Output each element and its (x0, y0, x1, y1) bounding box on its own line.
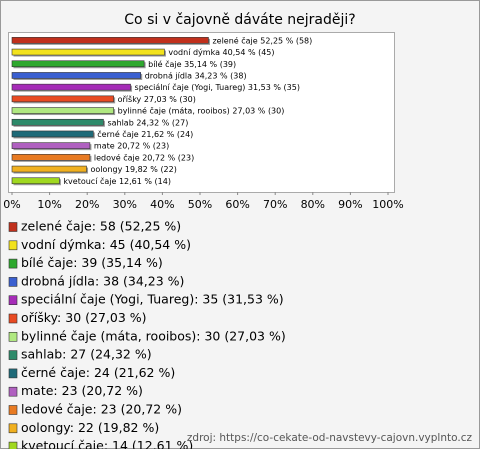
x-tick-label: 80% (301, 198, 325, 211)
value-label: bylinné čaje (máta, rooibos) 27,03 % (30… (118, 106, 285, 116)
legend-swatch (8, 295, 18, 306)
x-tick-label: 40% (150, 198, 174, 211)
x-tick-label: 60% (225, 198, 249, 211)
legend-swatch (8, 350, 18, 360)
bar (11, 60, 145, 68)
chart-title: Co si v čajovně dáváte nejraději? (124, 12, 355, 28)
bar (11, 48, 165, 56)
value-label: oříšky 27,03 % (30) (118, 94, 196, 104)
legend-swatch (8, 423, 18, 434)
value-label: sahlab 24,32 % (27) (107, 118, 188, 127)
x-tick-label: 10% (37, 198, 61, 211)
legend-label: sahlab: 27 (24,32 %) (21, 347, 152, 362)
bar (11, 118, 104, 126)
legend-swatch (8, 313, 18, 324)
legend-label: kvetoucí čaje: 14 (12,61 %) (21, 438, 193, 449)
bar (11, 142, 91, 149)
value-label: drobná jídla 34,23 % (38) (145, 71, 247, 80)
x-tick-label: 0% (3, 198, 20, 211)
legend-swatch (8, 368, 18, 379)
legend-label: ledové čaje: 23 (20,72 %) (21, 402, 182, 417)
value-label: speciální čaje (Yogi, Tuareg) 31,53 % (3… (135, 82, 300, 92)
bar (11, 154, 91, 161)
legend-swatch (8, 258, 18, 269)
legend-label: bylinné čaje (máta, rooibos): 30 (27,03 … (21, 328, 286, 343)
value-label: mate 20,72 % (23) (94, 142, 169, 151)
value-label: bílé čaje 35,14 % (39) (148, 59, 236, 69)
legend-label: zelené čaje: 58 (52,25 %) (21, 219, 181, 234)
x-tick-label: 90% (338, 198, 362, 211)
bar (11, 95, 114, 103)
value-label: vodní dýmka 40,54 % (45) (168, 48, 274, 57)
bar (11, 83, 131, 91)
bar (11, 165, 87, 173)
legend-swatch (8, 222, 18, 232)
legend-swatch (8, 240, 18, 251)
legend-label: vodní dýmka: 45 (40,54 %) (21, 237, 191, 252)
bar (11, 72, 142, 79)
bar (11, 177, 60, 185)
legend-label: bílé čaje: 39 (35,14 %) (21, 255, 163, 270)
bar (11, 37, 209, 44)
value-label: ledové čaje 20,72 % (23) (94, 152, 194, 162)
legend-swatch (8, 331, 18, 342)
legend-swatch (8, 441, 18, 452)
value-label: zelené čaje 52,25 % (58) (212, 35, 312, 45)
x-tick-label: 20% (75, 198, 99, 211)
value-label: kvetoucí čaje 12,61 % (14) (63, 176, 171, 186)
legend-label: oříšky: 30 (27,03 %) (21, 310, 147, 325)
legend-swatch (8, 405, 18, 415)
x-tick-label: 70% (263, 198, 287, 211)
x-tick-label: 50% (188, 198, 212, 211)
legend-label: oolongy: 22 (19,82 %) (21, 420, 159, 435)
x-tick-label: 100% (372, 198, 403, 211)
legend-label: speciální čaje (Yogi, Tuareg): 35 (31,53… (21, 292, 284, 307)
value-label: oolongy 19,82 % (22) (91, 165, 177, 174)
value-label: černé čaje 21,62 % (24) (97, 129, 193, 139)
source: zdroj: https://co-cekate-od-navstevy-caj… (187, 432, 473, 444)
legend-label: mate: 23 (20,72 %) (21, 383, 143, 398)
legend-label: černé čaje: 24 (21,62 %) (21, 365, 175, 380)
legend-label: drobná jídla: 38 (34,23 %) (21, 273, 184, 288)
bar (11, 107, 114, 114)
x-tick-label: 30% (113, 198, 137, 211)
legend-swatch (8, 386, 18, 397)
legend-swatch (8, 277, 18, 287)
bar (11, 130, 94, 138)
